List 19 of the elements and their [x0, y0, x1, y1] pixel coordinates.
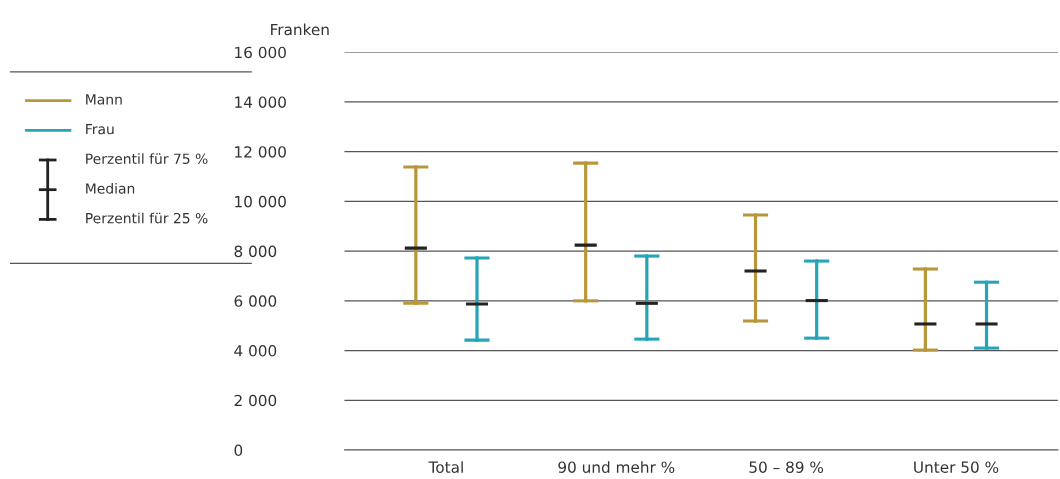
y-tick-label: 2 000: [234, 394, 277, 407]
y-axis-title: Franken: [271, 23, 329, 36]
legend-label: Mann: [86, 94, 122, 105]
x-tick-label: Unter 50 %: [914, 461, 999, 473]
x-tick-label: Total: [428, 461, 463, 473]
y-tick-label: 16 000: [235, 46, 286, 59]
x-tick-label: 90 und mehr %: [558, 461, 675, 473]
legend-label: Frau: [86, 123, 114, 135]
text: Perzentil für 25 %: [86, 212, 208, 224]
y-tick-label: 0: [234, 444, 243, 457]
y-tick-label: 12 000: [235, 146, 286, 158]
x-tick-label: 50 – 89 %: [749, 461, 824, 473]
text: Perzentil für 75 %: [86, 153, 208, 165]
y-tick-label: 6 000: [234, 295, 277, 307]
y-tick-label: 8 000: [234, 245, 277, 258]
y-tick-label: 14 000: [235, 96, 286, 108]
text: Median: [86, 182, 135, 194]
y-tick-label: 4 000: [234, 345, 277, 357]
y-tick-label: 10 000: [235, 195, 286, 208]
